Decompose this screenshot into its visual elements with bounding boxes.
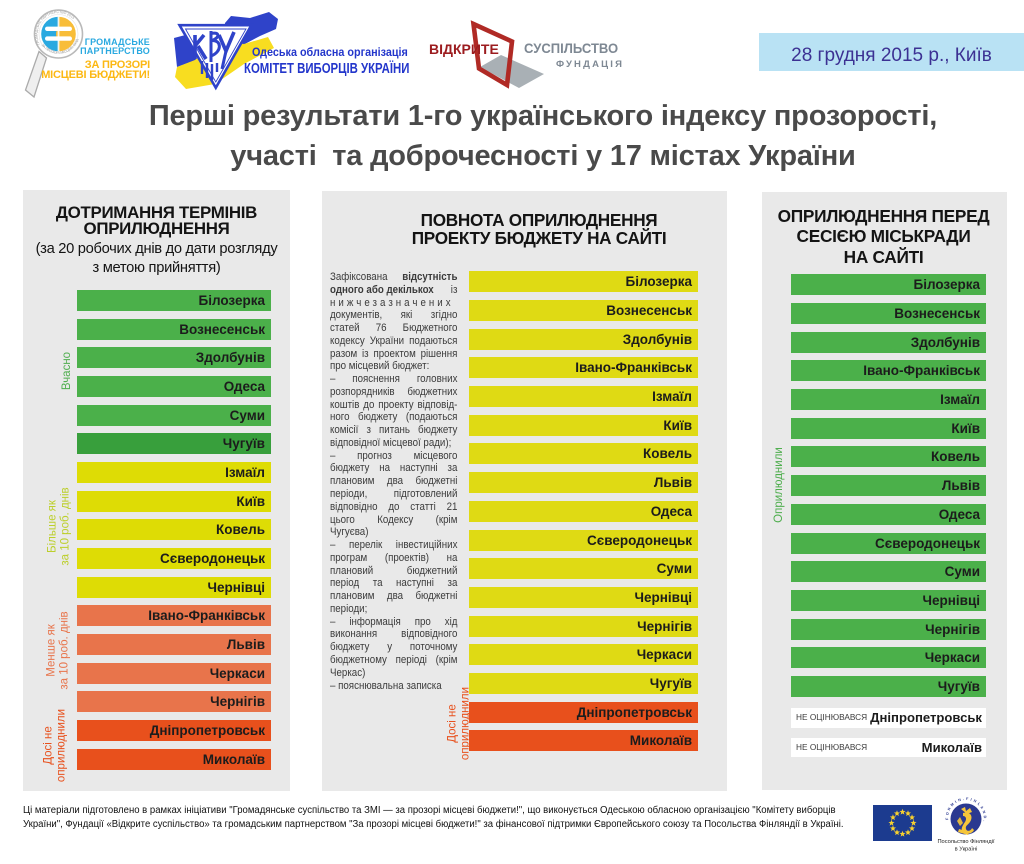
svg-text:в Україні: в Україні [955, 847, 978, 853]
svg-text:Посольство Фінляндії: Посольство Фінляндії [937, 839, 994, 845]
